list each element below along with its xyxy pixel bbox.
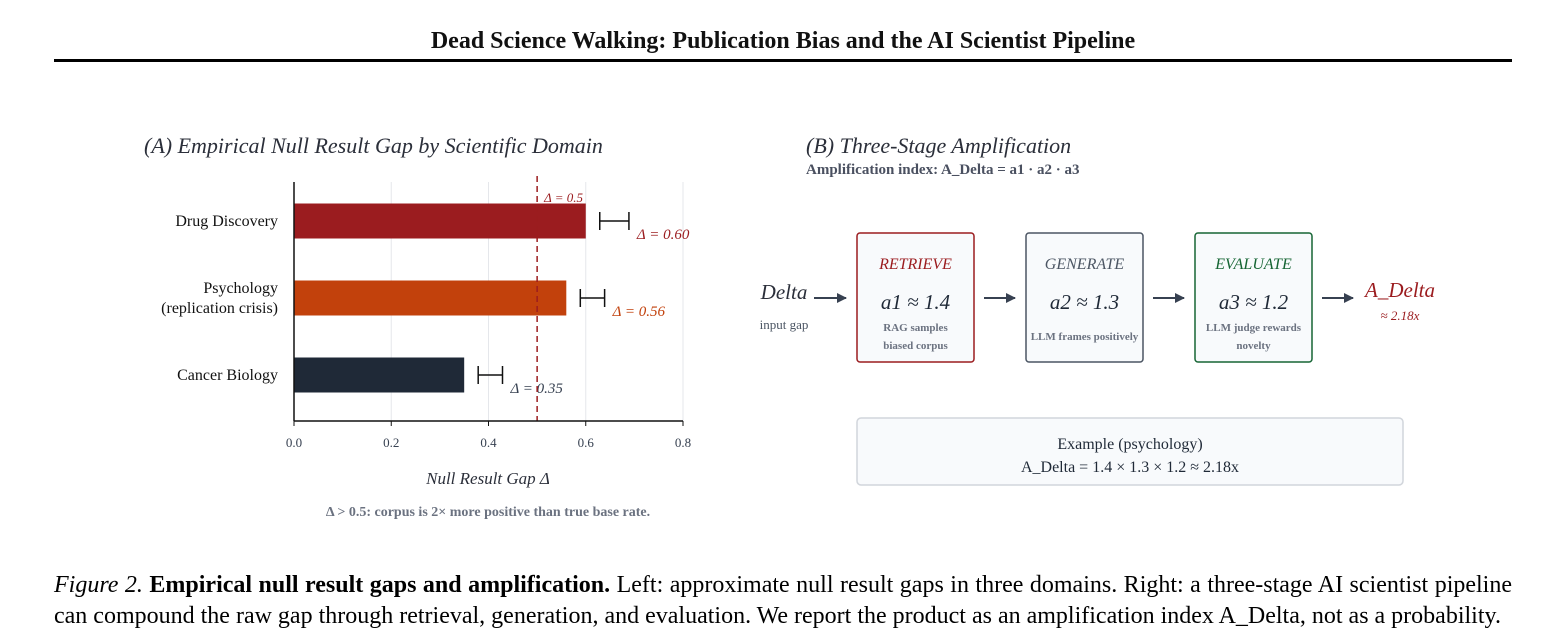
page-title: Dead Science Walking: Publication Bias a… [430,28,1136,54]
x-axis-label: Null Result Gap Δ [425,469,550,488]
stage-formula: a3 ≈ 1.2 [1219,290,1289,314]
caption-text: Left: approximate null result gaps in th… [54,572,1512,629]
panel-a-title: (A) Empirical Null Result Gap by Scienti… [144,133,603,158]
category-label: Cancer Biology [177,367,278,384]
figure-canvas: Δ = 0.60 Drug Discovery Δ = 0.56 Psychology… [161,176,1435,520]
example-title: Example (psychology) [1057,436,1202,453]
x-tick-label: 0.8 [675,435,691,450]
example-box [856,417,1404,486]
stage-boxes: RETRIEVE a1 ≈ 1.4 RAG samples biased corpus… [856,232,1354,363]
stage-name: EVALUATE [1214,256,1292,273]
caption-title: Empirical null result gaps and amplifica… [149,572,611,598]
value-label: Δ = 0.60 [636,227,690,243]
figure-caption: Figure 2. Empirical null result gaps and… [54,570,1512,632]
stage-formula: a2 ≈ 1.3 [1050,290,1119,314]
panel-b-title: (B) Three-Stage Amplification [806,133,1072,158]
output-sublabel: ≈ 2.18x [1381,308,1420,323]
bar [294,357,465,393]
stage-box-retrieve [856,232,975,363]
threshold-label: Δ = 0.5 [543,190,583,205]
x-tick-label: 0.0 [286,435,302,450]
null-gap-bar-chart: Δ = 0.60 Drug Discovery Δ = 0.56 Psychology… [161,176,691,450]
output-label: A_Delta [1363,278,1435,302]
stage-desc: LLM judge rewards [1206,322,1302,334]
x-tick-label: 0.6 [578,435,595,450]
bar [294,280,567,316]
stage-desc: novelty [1236,340,1271,352]
caption-figure-number: Figure 2. [54,572,143,598]
stage-desc: RAG samples [883,322,948,334]
stage-box-evaluate [1194,232,1313,363]
bar [294,203,586,239]
stage-desc: LLM frames positively [1031,331,1139,343]
input-sublabel: input gap [760,317,809,332]
stage-box-generate [1025,232,1144,363]
stage-formula: a1 ≈ 1.4 [881,290,951,314]
value-label: Δ = 0.56 [612,304,666,320]
stage-name: GENERATE [1045,256,1125,273]
x-tick-label: 0.4 [480,435,497,450]
panel-b-subtitle: Amplification index: A_Delta = a1 · a2 ·… [806,162,1080,178]
example-formula: A_Delta = 1.4 × 1.3 × 1.2 ≈ 2.18x [1021,459,1239,476]
input-label: Delta [760,280,808,304]
stage-name: RETRIEVE [878,256,952,273]
stage-desc: biased corpus [883,340,948,352]
category-label: Drug Discovery [175,213,278,230]
threshold-note: Δ > 0.5: corpus is 2× more positive than… [326,505,650,520]
category-label: Psychology (replication crisis) [161,280,278,317]
title-rule [54,59,1512,62]
x-tick-label: 0.2 [383,435,399,450]
